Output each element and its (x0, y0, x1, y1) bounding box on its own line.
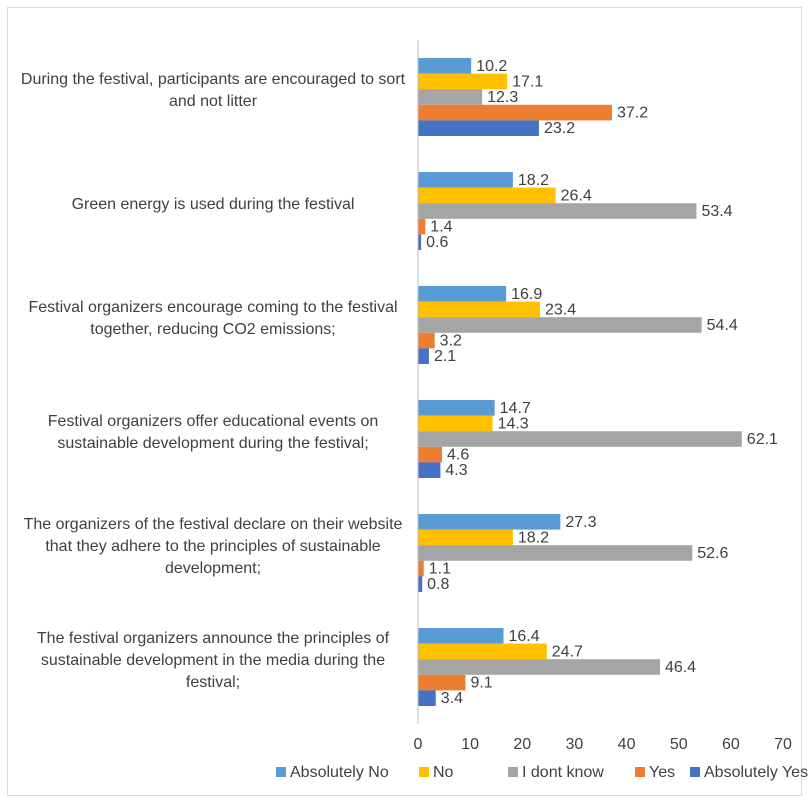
data-label: 3.4 (441, 690, 463, 707)
bar (418, 104, 612, 121)
bar (418, 690, 436, 706)
legend-swatch (276, 767, 286, 777)
category-label: Green energy is used during the festival (71, 196, 355, 213)
category-label: During the festival, participants are en… (20, 71, 406, 110)
x-tick-label: 40 (618, 736, 636, 753)
x-tick-label: 0 (414, 736, 423, 753)
legend-label: Absolutely Yes (704, 764, 808, 781)
data-label: 4.3 (445, 462, 467, 479)
data-label: 52.6 (697, 545, 728, 562)
category-label: Festival organizers offer educational ev… (47, 413, 379, 452)
x-tick-label: 30 (566, 736, 584, 753)
data-label: 16.4 (509, 628, 540, 645)
data-label: 0.8 (427, 576, 449, 593)
data-label: 54.4 (707, 317, 738, 334)
data-label: 14.7 (500, 400, 531, 417)
x-tick-label: 60 (722, 736, 740, 753)
data-label: 18.2 (518, 529, 549, 546)
bar (418, 659, 660, 675)
bar (418, 187, 556, 204)
bar (418, 674, 466, 691)
bar (418, 58, 472, 74)
legend-swatch (419, 767, 429, 777)
bar (418, 462, 441, 478)
x-tick-label: 50 (670, 736, 688, 753)
legend-swatch (690, 767, 700, 777)
bar (418, 234, 422, 250)
bar (418, 317, 702, 333)
data-label: 24.7 (552, 643, 583, 660)
bar (418, 73, 508, 90)
category-label: The organizers of the festival declare o… (23, 516, 403, 577)
bar (418, 560, 424, 577)
data-label: 46.4 (665, 659, 696, 676)
bar (418, 120, 539, 136)
data-label: 23.2 (544, 120, 575, 137)
bar (418, 400, 495, 416)
data-label: 17.1 (512, 73, 543, 90)
data-label: 9.1 (470, 675, 492, 692)
bar (418, 89, 483, 105)
data-label: 0.6 (426, 234, 448, 251)
data-label: 27.3 (565, 514, 596, 531)
bar (418, 643, 547, 660)
data-label: 53.4 (701, 203, 732, 220)
bar (418, 286, 507, 302)
chart-border (7, 7, 802, 796)
data-label: 14.3 (498, 415, 529, 432)
bar (418, 348, 429, 364)
bar (418, 431, 742, 447)
legend-label: Absolutely No (290, 764, 389, 781)
data-label: 2.1 (434, 348, 456, 365)
data-label: 1.1 (429, 561, 451, 578)
bar (418, 218, 426, 235)
legend-label: No (433, 764, 454, 781)
data-label: 23.4 (545, 301, 576, 318)
legend-swatch (508, 767, 518, 777)
data-label: 26.4 (561, 187, 592, 204)
bar (418, 514, 561, 530)
data-label: 1.4 (430, 219, 452, 236)
bar (418, 576, 423, 592)
bar (418, 446, 442, 463)
legend-swatch (635, 767, 645, 777)
bar (418, 545, 693, 561)
category-label: The festival organizers announce the pri… (36, 630, 390, 691)
legend-label: Yes (649, 764, 675, 781)
data-label: 16.9 (511, 286, 542, 303)
data-label: 62.1 (747, 431, 778, 448)
bar (418, 529, 513, 546)
legend-label: I dont know (522, 764, 604, 781)
x-tick-label: 20 (513, 736, 531, 753)
bar (418, 203, 697, 219)
bar (418, 301, 541, 318)
bar (418, 415, 493, 432)
data-label: 4.6 (447, 447, 469, 464)
bar (418, 628, 504, 644)
x-tick-label: 10 (461, 736, 479, 753)
bar (418, 332, 435, 349)
category-label: Festival organizers encourage coming to … (28, 299, 398, 338)
data-label: 10.2 (476, 58, 507, 75)
data-label: 37.2 (617, 105, 648, 122)
data-label: 12.3 (487, 89, 518, 106)
data-label: 3.2 (440, 333, 462, 350)
bar (418, 172, 513, 188)
data-label: 18.2 (518, 172, 549, 189)
x-tick-label: 70 (774, 736, 792, 753)
